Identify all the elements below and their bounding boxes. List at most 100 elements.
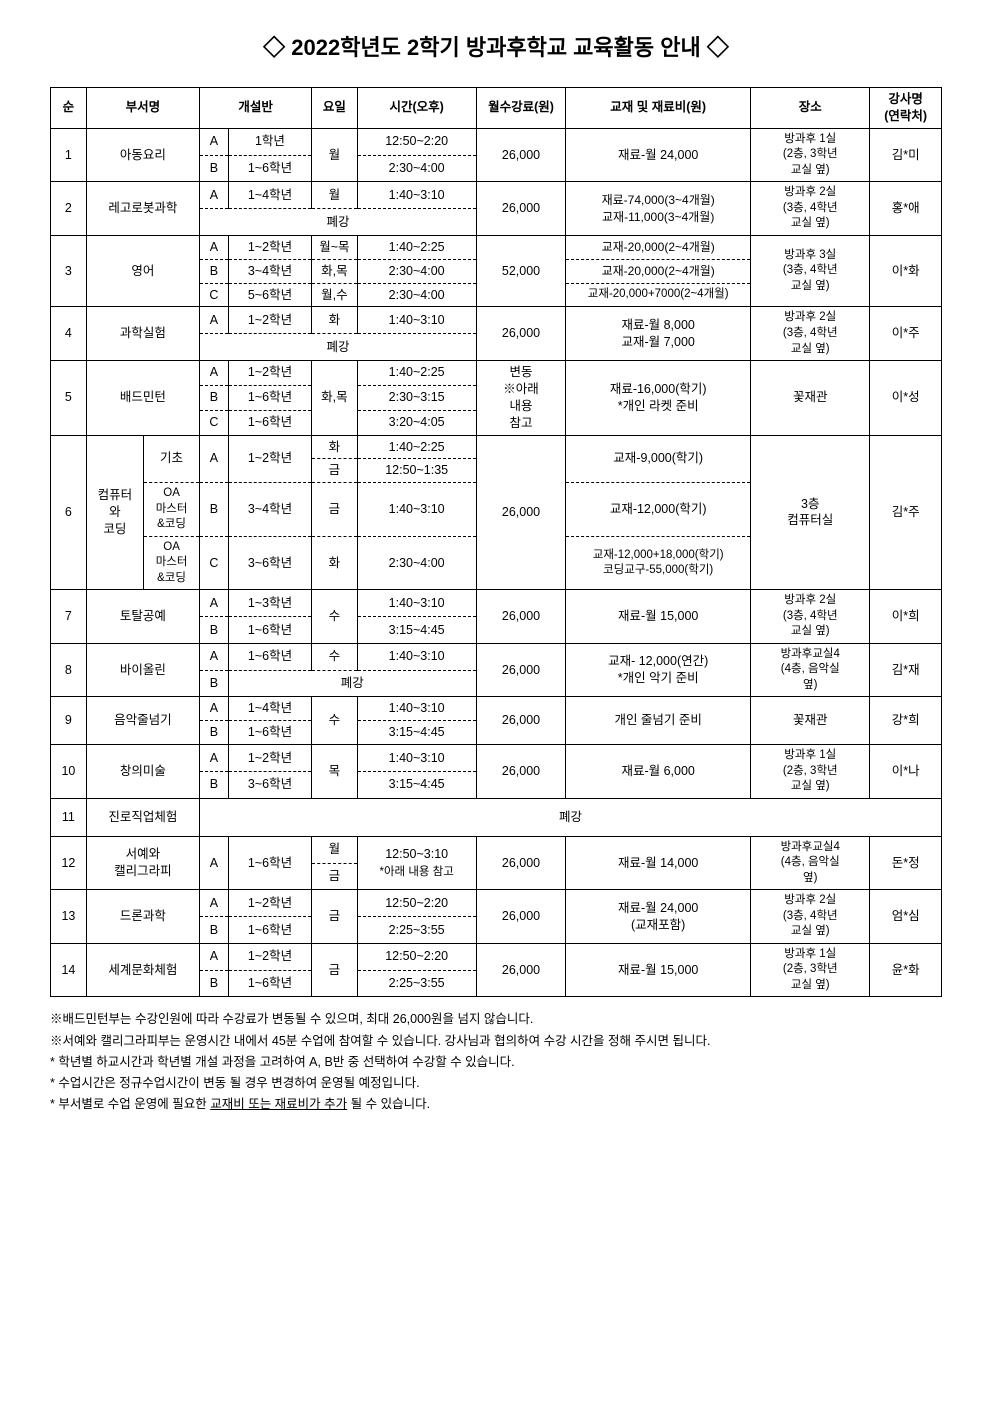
cell-class-ltr: A bbox=[200, 697, 229, 721]
cell-dept: 토탈공예 bbox=[86, 590, 199, 644]
cell-day: 목 bbox=[312, 745, 357, 799]
cell-class-ltr: B bbox=[200, 970, 229, 997]
cell-class-grade: 1~2학년 bbox=[228, 943, 312, 970]
cell-teacher: 이*희 bbox=[870, 590, 942, 644]
cell-day: 금 bbox=[312, 459, 357, 483]
table-row: 13 드론과학 A 1~2학년 금 12:50~2:20 26,000 재료-월… bbox=[51, 890, 942, 917]
cell-class-grade: 5~6학년 bbox=[228, 283, 312, 307]
cell-day: 금 bbox=[312, 890, 357, 944]
th-class: 개설반 bbox=[200, 88, 312, 129]
cell-class-grade: 1~6학년 bbox=[228, 617, 312, 644]
cell-material: 교재-9,000(학기) bbox=[566, 435, 751, 483]
cell-dept: 창의미술 bbox=[86, 745, 199, 799]
cell-day: 월~목 bbox=[312, 235, 357, 259]
cell-material: 교재-12,000(학기) bbox=[566, 483, 751, 537]
page-title: ◇ 2022학년도 2학기 방과후학교 교육활동 안내 ◇ bbox=[50, 30, 942, 62]
cell-time: 3:15~4:45 bbox=[357, 617, 476, 644]
cell-dept: 진로직업체험 bbox=[86, 798, 199, 836]
cell-class-ltr: A bbox=[200, 128, 229, 155]
cell-day: 월 bbox=[312, 836, 357, 863]
table-row: 7 토탈공예 A 1~3학년 수 1:40~3:10 26,000 재료-월 1… bbox=[51, 590, 942, 617]
cell-class-ltr: A bbox=[200, 745, 229, 772]
cell-class-ltr: A bbox=[200, 235, 229, 259]
cell-teacher: 돈*정 bbox=[870, 836, 942, 890]
cell-fee: 26,000 bbox=[476, 307, 565, 361]
cell-time: 12:50~2:20 bbox=[357, 128, 476, 155]
cell-class-grade: 1~2학년 bbox=[228, 361, 312, 386]
cell-class-ltr: B bbox=[200, 617, 229, 644]
table-row: 9 음악줄넘기 A 1~4학년 수 1:40~3:10 26,000 개인 줄넘… bbox=[51, 697, 942, 721]
cell-time: 3:15~4:45 bbox=[357, 771, 476, 798]
cell-time: 2:30~4:00 bbox=[357, 283, 476, 307]
cell-class-grade: 1~3학년 bbox=[228, 590, 312, 617]
cell-class-ltr: B bbox=[200, 771, 229, 798]
cell-dept: 바이올린 bbox=[86, 643, 199, 697]
cell-material: 재료-월 6,000 bbox=[566, 745, 751, 799]
cell-class-grade: 1~6학년 bbox=[228, 970, 312, 997]
cell-time: 3:15~4:45 bbox=[357, 721, 476, 745]
cell-fee: 52,000 bbox=[476, 235, 565, 307]
cell-day: 월 bbox=[312, 128, 357, 182]
cell-material: 재료-월 15,000 bbox=[566, 590, 751, 644]
cell-class-grade: 1~2학년 bbox=[228, 307, 312, 334]
cell-dept-sub: OA마스터&코딩 bbox=[144, 483, 200, 537]
cell-material: 재료-74,000(3~4개월)교재-11,000(3~4개월) bbox=[566, 182, 751, 236]
cell-fee: 26,000 bbox=[476, 745, 565, 799]
cell-closed: 폐강 bbox=[228, 670, 476, 697]
cell-dept: 레고로봇과학 bbox=[86, 182, 199, 236]
note-line: ※서예와 캘리그라피부는 운영시간 내에서 45분 수업에 참여할 수 있습니다… bbox=[50, 1031, 942, 1052]
th-teacher: 강사명(연락처) bbox=[870, 88, 942, 129]
cell-class-ltr: A bbox=[200, 361, 229, 386]
cell-time: 12:50~2:20 bbox=[357, 890, 476, 917]
cell-fee: 26,000 bbox=[476, 943, 565, 997]
cell-num: 6 bbox=[51, 435, 87, 590]
cell-material: 재료-월 8,000교재-월 7,000 bbox=[566, 307, 751, 361]
cell-time: 2:30~4:00 bbox=[357, 536, 476, 590]
cell-place: 방과후 1실(2층, 3학년교실 옆) bbox=[751, 745, 870, 799]
cell-place: 방과후 2실(3층, 4학년교실 옆) bbox=[751, 307, 870, 361]
cell-time: 1:40~3:10 bbox=[357, 590, 476, 617]
schedule-table: 순 부서명 개설반 요일 시간(오후) 월수강료(원) 교재 및 재료비(원) … bbox=[50, 87, 942, 997]
cell-num: 10 bbox=[51, 745, 87, 799]
cell-day: 금 bbox=[312, 943, 357, 997]
cell-time: 2:25~3:55 bbox=[357, 917, 476, 944]
cell-num: 11 bbox=[51, 798, 87, 836]
cell-place: 방과후 1실(2층, 3학년교실 옆) bbox=[751, 128, 870, 182]
cell-teacher: 강*희 bbox=[870, 697, 942, 745]
cell-class-ltr: C bbox=[200, 536, 229, 590]
cell-day: 화,목 bbox=[312, 259, 357, 283]
cell-place: 방과후 1실(2층, 3학년교실 옆) bbox=[751, 943, 870, 997]
cell-time: 1:40~3:10 bbox=[357, 745, 476, 772]
cell-teacher: 홍*애 bbox=[870, 182, 942, 236]
cell-fee: 26,000 bbox=[476, 836, 565, 890]
cell-material: 재료-월 24,000 bbox=[566, 128, 751, 182]
cell-fee: 26,000 bbox=[476, 590, 565, 644]
table-row: 6 컴퓨터와코딩 기초 A 1~2학년 화 1:40~2:25 26,000 교… bbox=[51, 435, 942, 459]
cell-material: 재료-월 14,000 bbox=[566, 836, 751, 890]
cell-time: 2:30~3:15 bbox=[357, 385, 476, 410]
cell-num: 12 bbox=[51, 836, 87, 890]
cell-material: 재료-16,000(학기)*개인 라켓 준비 bbox=[566, 361, 751, 436]
cell-class-grade: 1~2학년 bbox=[228, 745, 312, 772]
cell-class-ltr: A bbox=[200, 890, 229, 917]
cell-fee: 26,000 bbox=[476, 435, 565, 590]
table-row: 3 영어 A 1~2학년 월~목 1:40~2:25 52,000 교재-20,… bbox=[51, 235, 942, 259]
cell-class-ltr: B bbox=[200, 483, 229, 537]
cell-time: 1:40~3:10 bbox=[357, 483, 476, 537]
cell-time: 12:50~1:35 bbox=[357, 459, 476, 483]
cell-day: 수 bbox=[312, 643, 357, 670]
cell-num: 2 bbox=[51, 182, 87, 236]
cell-class-ltr: A bbox=[200, 590, 229, 617]
cell-fee: 변동※아래내용참고 bbox=[476, 361, 565, 436]
table-row: 14 세계문화체험 A 1~2학년 금 12:50~2:20 26,000 재료… bbox=[51, 943, 942, 970]
cell-class-grade: 1~2학년 bbox=[228, 890, 312, 917]
cell-class-ltr: B bbox=[200, 259, 229, 283]
cell-fee: 26,000 bbox=[476, 697, 565, 745]
cell-class-grade: 3~6학년 bbox=[228, 536, 312, 590]
cell-material: 교재-12,000+18,000(학기)코딩교구-55,000(학기) bbox=[566, 536, 751, 590]
cell-class-grade: 3~4학년 bbox=[228, 259, 312, 283]
cell-class-grade: 1~6학년 bbox=[228, 917, 312, 944]
cell-dept: 세계문화체험 bbox=[86, 943, 199, 997]
th-dept: 부서명 bbox=[86, 88, 199, 129]
note-text: * 부서별로 수업 운영에 필요한 bbox=[50, 1097, 210, 1111]
